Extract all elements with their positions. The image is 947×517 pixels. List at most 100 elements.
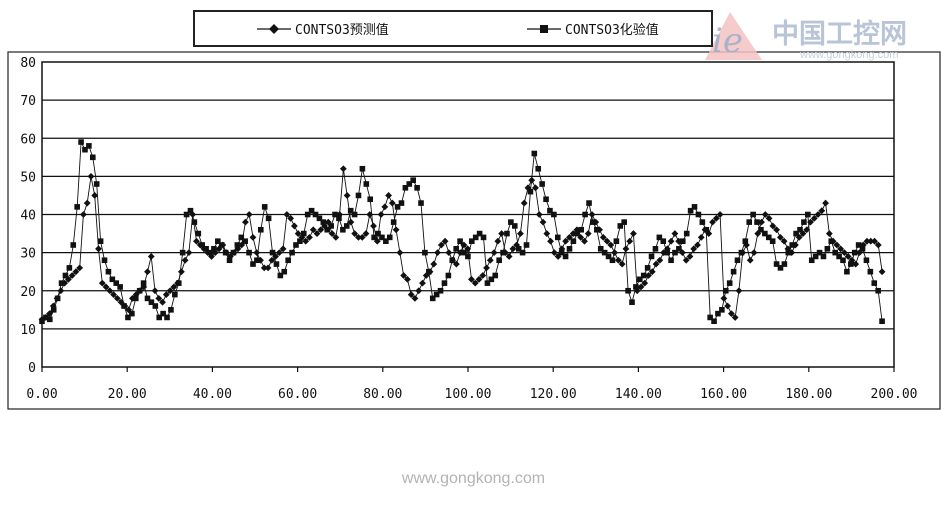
- data-point-diamond: [614, 256, 622, 264]
- data-point-diamond: [814, 211, 822, 218]
- data-point-diamond: [852, 260, 860, 268]
- x-axis-ticks: 0.00 20.00 40.00 60.00 80.00 100.00 120.00 140.…: [26, 367, 917, 402]
- x-tick-label: 140.00: [615, 387, 662, 402]
- data-point-square: [855, 242, 862, 248]
- data-point-square: [402, 185, 409, 191]
- data-point-diamond: [264, 264, 272, 272]
- data-point-square: [461, 249, 467, 256]
- data-point-diamond: [181, 256, 189, 264]
- data-point-square: [504, 230, 510, 237]
- data-point-square: [531, 150, 538, 157]
- data-point-square: [617, 223, 624, 229]
- data-point-diamond: [144, 268, 151, 276]
- data-point-square: [801, 219, 807, 225]
- data-point-square: [476, 230, 483, 237]
- data-point-diamond: [106, 287, 114, 295]
- data-point-square: [679, 238, 686, 244]
- data-point-square: [738, 249, 745, 256]
- data-point-square: [820, 253, 827, 260]
- data-point-square: [367, 196, 374, 203]
- data-point-square: [805, 211, 811, 218]
- data-point-diamond: [358, 233, 366, 241]
- data-point-diamond: [272, 253, 279, 260]
- data-point-diamond: [837, 245, 845, 253]
- data-point-diamond: [494, 237, 502, 245]
- data-point-square: [74, 204, 80, 210]
- data-point-diamond: [833, 241, 841, 249]
- data-point-square: [836, 253, 842, 260]
- data-point-square: [398, 200, 405, 206]
- data-point-square: [426, 268, 432, 275]
- data-point-diamond: [226, 253, 234, 260]
- data-point-diamond: [682, 256, 690, 264]
- data-point-square: [441, 280, 448, 286]
- data-point-diamond: [76, 264, 84, 272]
- data-point-square: [218, 242, 225, 248]
- data-point-diamond: [716, 211, 724, 218]
- data-point-square: [273, 261, 280, 267]
- data-point-square: [547, 207, 553, 214]
- data-point-square: [355, 192, 362, 199]
- data-point-square: [445, 272, 452, 279]
- data-point-square: [781, 261, 788, 267]
- data-point-diamond: [309, 226, 317, 234]
- data-point-diamond: [46, 310, 53, 318]
- y-tick-label: 30: [20, 247, 36, 262]
- data-point-diamond: [803, 226, 811, 234]
- data-point-square: [418, 200, 424, 206]
- data-point-square: [78, 139, 84, 145]
- data-point-square: [562, 253, 569, 260]
- data-point-diamond: [584, 230, 592, 237]
- data-point-square: [175, 280, 182, 286]
- data-point-diamond: [479, 272, 487, 279]
- data-point-square: [625, 287, 631, 294]
- data-point-diamond: [422, 272, 430, 279]
- data-point-square: [722, 287, 729, 294]
- data-point-diamond: [177, 268, 185, 276]
- data-point-square: [754, 219, 760, 225]
- data-point-square: [789, 242, 796, 248]
- data-point-square: [472, 234, 479, 241]
- data-point-square: [375, 230, 381, 237]
- data-point-square: [58, 280, 65, 286]
- data-point-square: [394, 204, 401, 210]
- data-point-square: [390, 219, 397, 225]
- data-point-diamond: [370, 222, 377, 230]
- data-point-square: [211, 246, 217, 252]
- data-point-diamond: [287, 214, 295, 222]
- data-point-square: [340, 226, 346, 233]
- legend: CONTSO3预测值 CONTSO3化验值: [193, 10, 713, 47]
- data-point-square: [406, 181, 413, 187]
- data-point-square: [668, 257, 674, 264]
- data-point-diamond: [750, 249, 758, 257]
- data-point-square: [97, 238, 104, 244]
- data-point-diamond: [863, 237, 871, 245]
- watermark-brand-cn: 中国工控网: [772, 19, 907, 50]
- data-point-diamond: [712, 214, 720, 222]
- data-point-diamond: [694, 241, 701, 249]
- data-point-diamond: [517, 230, 524, 237]
- data-point-square: [289, 249, 295, 256]
- data-point-square: [226, 257, 233, 264]
- data-point-diamond: [147, 253, 155, 260]
- data-point-square: [566, 246, 573, 252]
- data-point-square: [683, 230, 690, 237]
- data-point-square: [676, 246, 682, 252]
- data-point-square: [715, 310, 721, 317]
- data-point-diamond: [185, 249, 193, 257]
- data-point-square: [320, 219, 327, 225]
- data-point-diamond: [434, 249, 441, 257]
- data-point-square: [117, 284, 123, 290]
- data-point-diamond: [57, 287, 65, 295]
- data-point-diamond: [825, 230, 833, 237]
- data-point-diamond: [260, 264, 268, 272]
- data-point-square: [543, 196, 549, 203]
- data-point-diamond: [822, 199, 829, 207]
- data-point-square: [808, 257, 815, 264]
- data-point-diamond: [72, 268, 80, 276]
- data-point-square: [848, 261, 854, 267]
- data-point-square: [386, 234, 393, 241]
- data-point-diamond: [366, 211, 374, 218]
- data-point-square: [265, 215, 272, 222]
